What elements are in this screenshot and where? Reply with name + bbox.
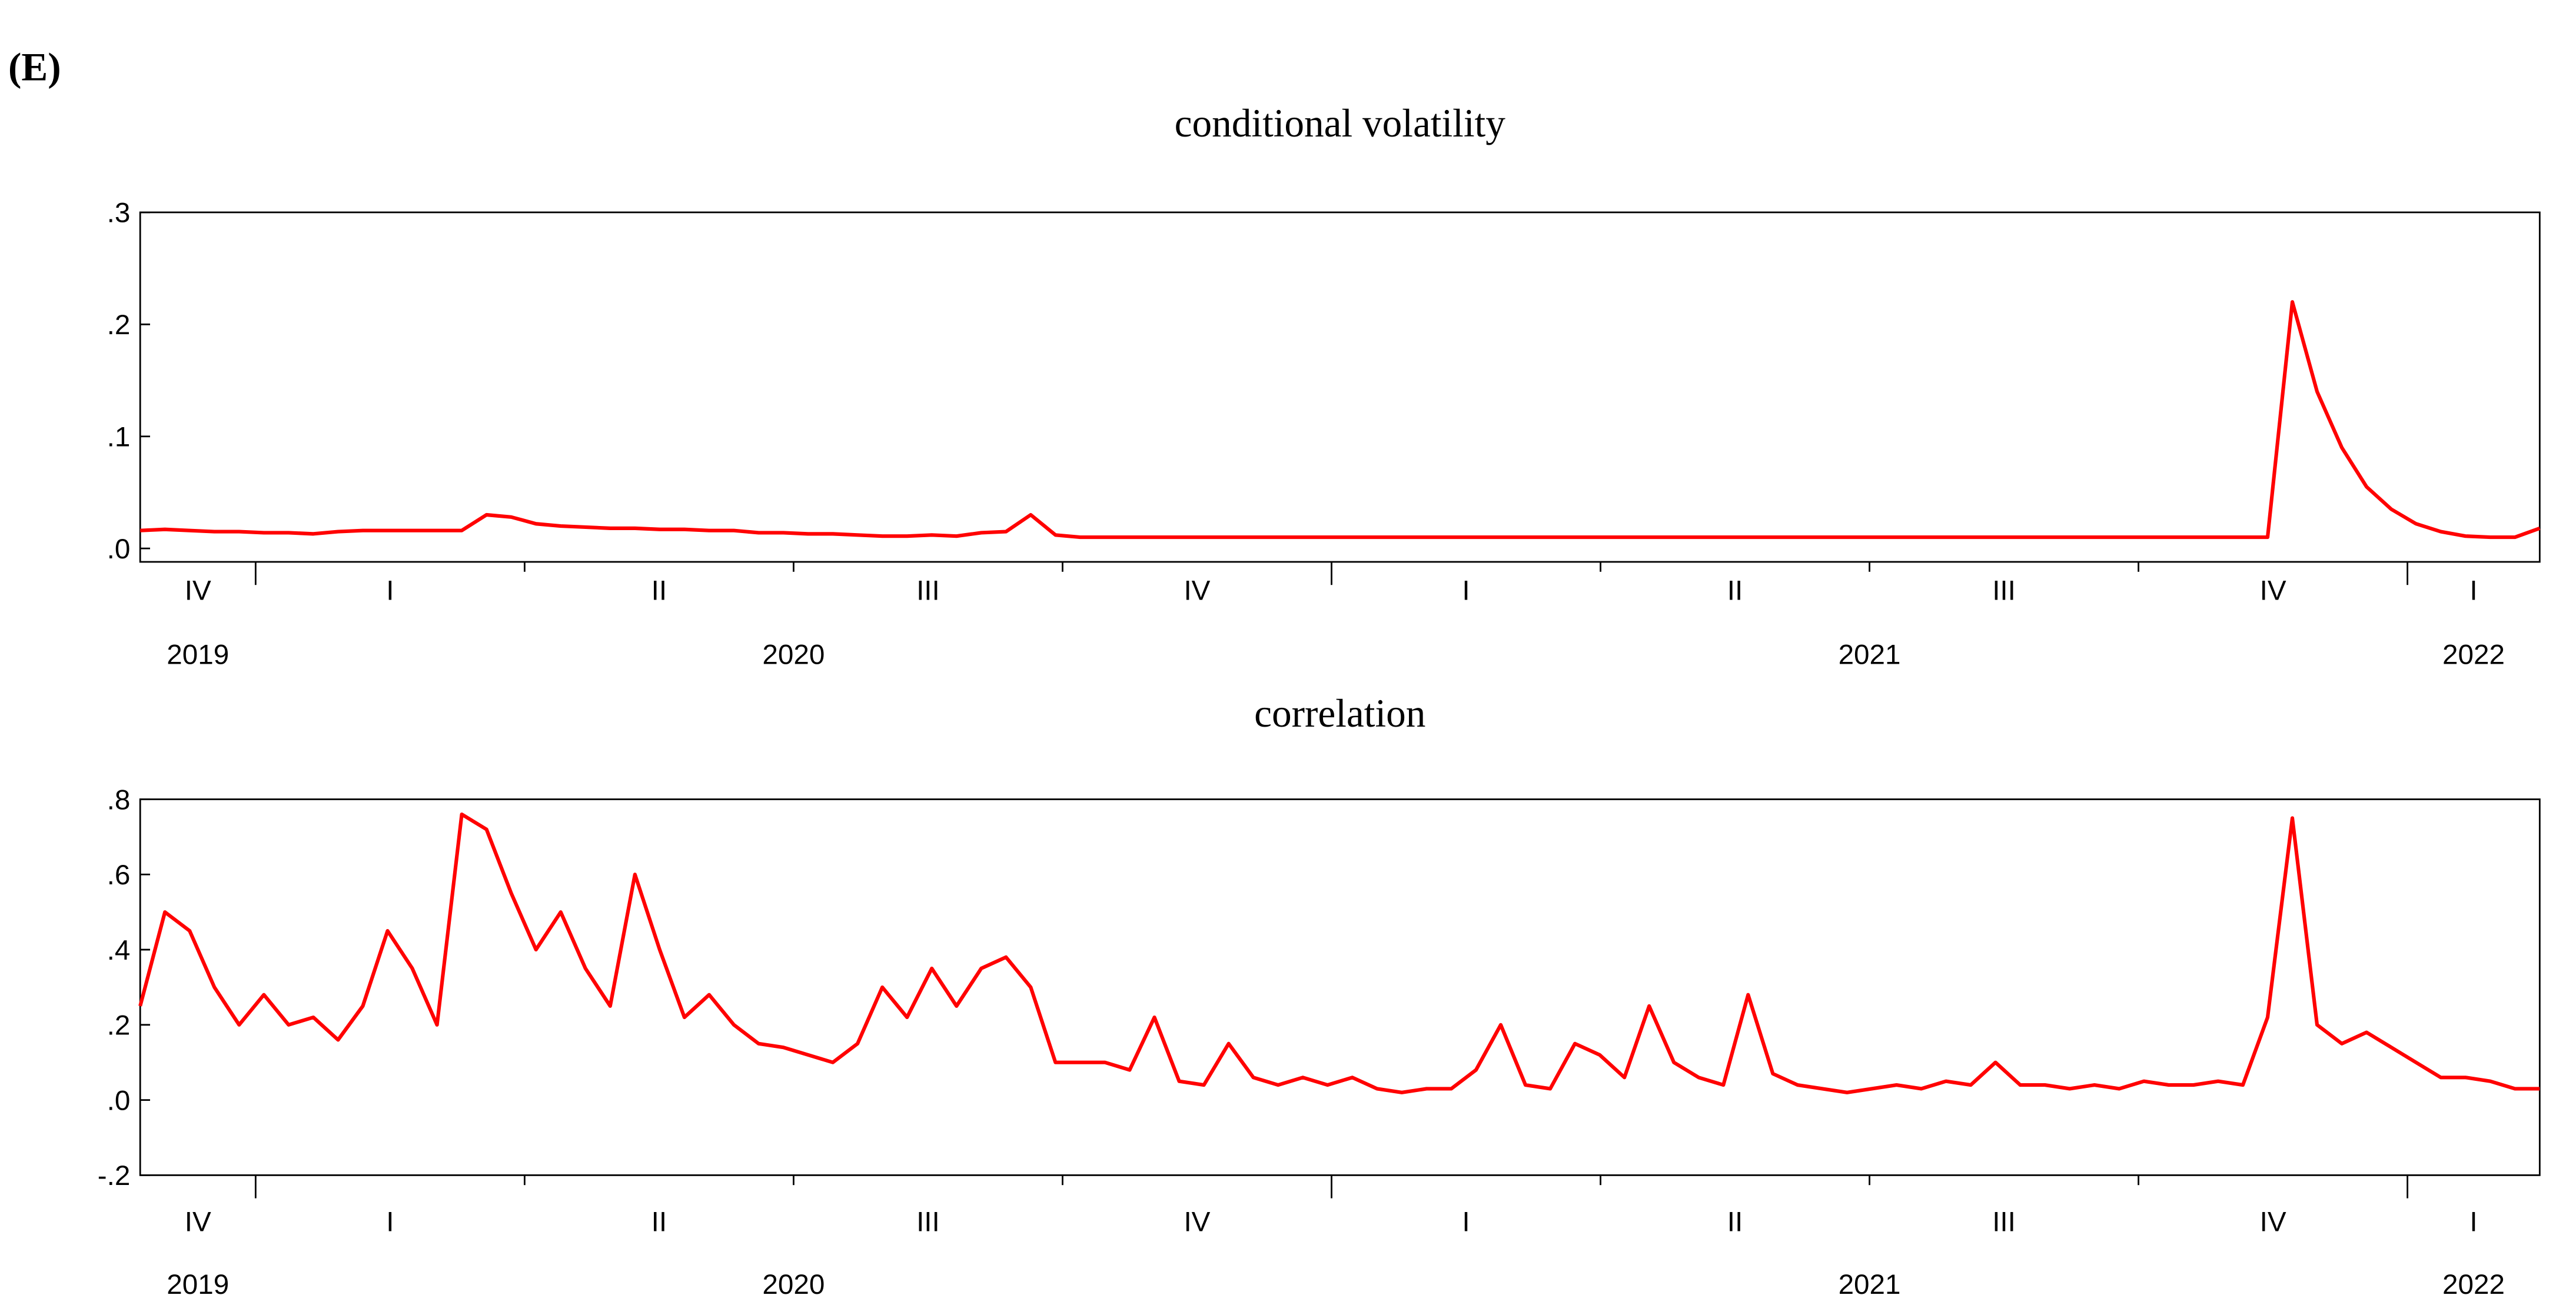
plot-frame — [139, 211, 2541, 563]
x-quarter-label: IV — [2260, 575, 2286, 606]
data-line — [140, 300, 2541, 540]
chart-title: conditional volatility — [1175, 101, 1506, 145]
y-tick-label: .3 — [107, 198, 131, 229]
x-quarter-label: II — [1727, 1207, 1743, 1238]
x-quarter-label: IV — [1184, 1207, 1210, 1238]
x-quarter-label: I — [1462, 575, 1470, 606]
chart-title: correlation — [1254, 691, 1425, 735]
y-tick-label: -.2 — [98, 1160, 131, 1191]
panel-label: (E) — [8, 45, 61, 89]
x-year-label: 2019 — [167, 1269, 229, 1300]
y-tick-label: .0 — [107, 534, 131, 565]
x-year-label: 2021 — [1839, 640, 1901, 671]
x-quarter-label: IV — [185, 1207, 211, 1238]
x-quarter-label: I — [2469, 1207, 2477, 1238]
x-quarter-label: III — [1992, 1207, 2016, 1238]
y-tick-label: .6 — [107, 860, 131, 891]
x-year-label: 2021 — [1839, 1269, 1901, 1300]
y-tick-label: .8 — [107, 784, 131, 815]
data-line — [138, 812, 2540, 1094]
y-tick-label: .2 — [107, 309, 131, 341]
x-quarter-label: II — [652, 1207, 667, 1238]
x-quarter-label: II — [1727, 575, 1743, 606]
y-tick-label: .0 — [107, 1085, 131, 1116]
x-quarter-label: I — [2469, 575, 2477, 606]
x-quarter-label: I — [386, 1207, 394, 1238]
x-quarter-label: I — [1462, 1207, 1470, 1238]
x-year-label: 2020 — [762, 640, 825, 671]
plot-frame — [139, 798, 2541, 1176]
x-quarter-label: I — [386, 575, 394, 606]
x-quarter-label: IV — [1184, 575, 1210, 606]
x-quarter-label: IV — [2260, 1207, 2286, 1238]
x-quarter-label: II — [652, 575, 667, 606]
x-year-label: 2019 — [167, 640, 229, 671]
y-tick-label: .4 — [107, 935, 131, 966]
x-year-label: 2022 — [2442, 1269, 2505, 1300]
y-tick-label: .2 — [107, 1010, 131, 1041]
x-quarter-label: III — [1992, 575, 2016, 606]
x-year-label: 2022 — [2442, 640, 2505, 671]
x-quarter-label: IV — [185, 575, 211, 606]
x-quarter-label: III — [916, 575, 940, 606]
x-quarter-label: III — [916, 1207, 940, 1238]
x-year-label: 2020 — [762, 1269, 825, 1300]
y-tick-label: .1 — [107, 422, 131, 453]
